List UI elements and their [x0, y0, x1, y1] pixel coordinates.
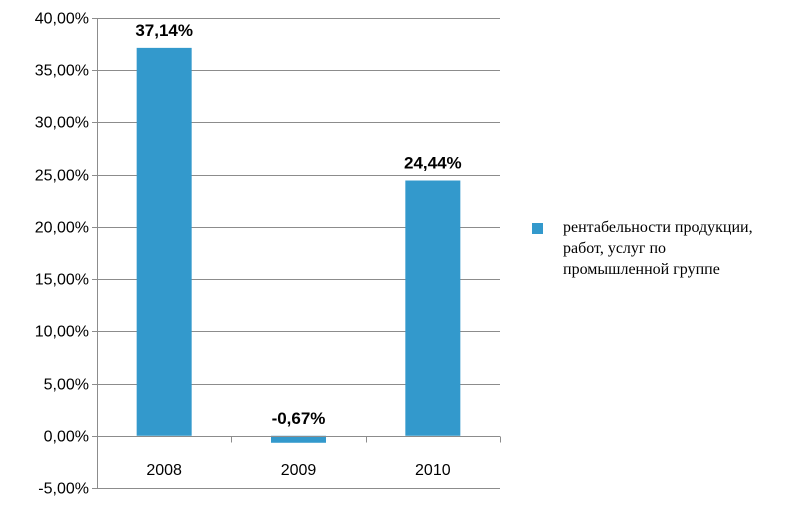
bar-2010	[405, 180, 461, 436]
y-tick-label: 35,00%	[35, 63, 89, 80]
y-tick-label: -5,00%	[38, 481, 89, 498]
y-tick-label: 10,00%	[35, 324, 89, 341]
legend: рентабельности продукции, работ, услуг п…	[532, 217, 782, 280]
y-tick-label: 25,00%	[35, 168, 89, 185]
y-tick-label: 20,00%	[35, 220, 89, 237]
x-tick-label: 2008	[146, 462, 182, 479]
x-tick-label: 2009	[281, 462, 317, 479]
y-tick-label: 40,00%	[35, 11, 89, 28]
x-tick-label: 2010	[415, 462, 451, 479]
y-tick-label: 15,00%	[35, 272, 89, 289]
bar-2009	[271, 435, 326, 443]
data-label: 24,44%	[404, 154, 462, 173]
data-label: 37,14%	[135, 21, 193, 40]
legend-label: рентабельности продукции, работ, услуг п…	[563, 219, 753, 278]
legend-swatch	[532, 223, 543, 234]
bar-2008	[136, 47, 192, 436]
y-tick-label: 0,00%	[44, 429, 89, 446]
y-tick-label: 5,00%	[44, 377, 89, 394]
y-tick-label: 30,00%	[35, 115, 89, 132]
data-label: -0,67%	[272, 409, 326, 428]
